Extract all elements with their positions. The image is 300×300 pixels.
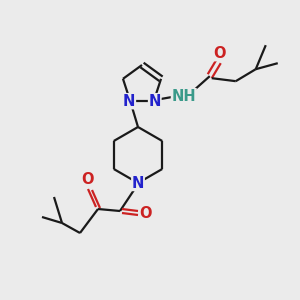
Text: NH: NH xyxy=(171,89,196,104)
Text: N: N xyxy=(148,94,161,109)
Text: O: O xyxy=(214,46,226,61)
Text: O: O xyxy=(82,172,94,188)
Text: N: N xyxy=(123,94,135,109)
Text: N: N xyxy=(132,176,144,190)
Text: O: O xyxy=(140,206,152,220)
